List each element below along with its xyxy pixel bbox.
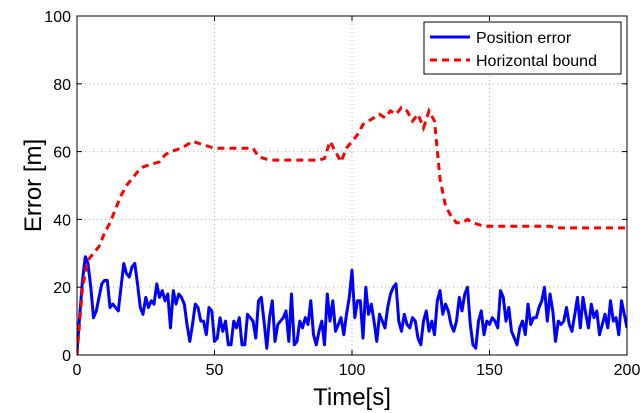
legend-box xyxy=(423,21,622,75)
y-tick-label: 20 xyxy=(53,280,71,297)
legend-label-horizontal-bound: Horizontal bound xyxy=(476,53,597,70)
y-tick-label: 100 xyxy=(44,9,71,26)
legend: Position error Horizontal bound xyxy=(423,21,622,75)
y-tick-label: 60 xyxy=(53,145,71,162)
y-tick-label: 40 xyxy=(53,212,71,229)
axis-ticks: 0 50 100 150 200 0 20 40 60 80 100 xyxy=(44,9,640,379)
series-horizontal-bound-line xyxy=(77,105,627,355)
y-axis-title: Error [m] xyxy=(20,139,47,232)
y-tick-label: 0 xyxy=(62,348,71,365)
y-tick-label: 80 xyxy=(53,77,71,94)
x-tick-label: 150 xyxy=(476,362,503,379)
x-axis-title: Time[s] xyxy=(313,384,391,411)
x-tick-label: 0 xyxy=(73,362,82,379)
series-position-error-line xyxy=(77,255,627,352)
x-tick-label: 50 xyxy=(206,362,224,379)
x-tick-label: 100 xyxy=(339,362,366,379)
legend-label-position-error: Position error xyxy=(476,30,572,47)
series-layer xyxy=(77,105,627,355)
x-tick-label: 200 xyxy=(614,362,641,379)
